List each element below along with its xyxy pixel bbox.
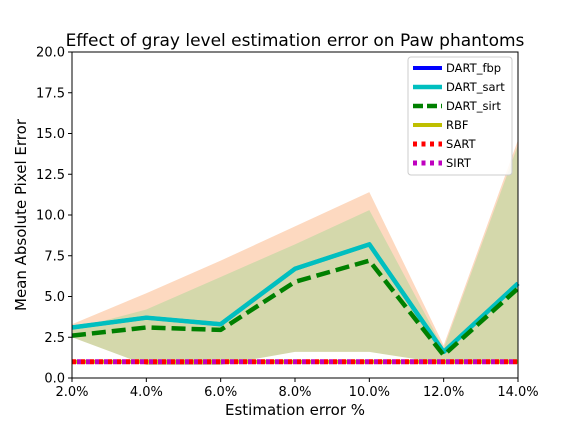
- y-axis: 0.0 2.5 5.0 7.5 10.0 12.5 15.0 17.5 20.0: [36, 46, 72, 387]
- x-tick-label: 2.0%: [55, 385, 88, 400]
- x-axis-label: Estimation error %: [225, 401, 365, 419]
- legend-label-dart-sirt: DART_sirt: [446, 99, 501, 113]
- x-tick-label: 8.0%: [278, 385, 311, 400]
- legend-label-sirt: SIRT: [446, 156, 472, 170]
- legend-label-sart: SART: [446, 137, 477, 151]
- x-tick-label: 14.0%: [497, 385, 538, 400]
- legend-label-dart-fbp: DART_fbp: [446, 61, 501, 75]
- x-tick-label: 4.0%: [130, 385, 163, 400]
- chart-title: Effect of gray level estimation error on…: [66, 31, 525, 51]
- y-tick-label: 10.0: [36, 209, 65, 224]
- y-tick-label: 2.5: [44, 331, 65, 346]
- y-tick-label: 7.5: [44, 249, 65, 264]
- y-tick-label: 15.0: [36, 127, 65, 142]
- y-tick-label: 20.0: [36, 46, 65, 61]
- y-tick-label: 12.5: [36, 168, 65, 183]
- x-tick-label: 12.0%: [423, 385, 464, 400]
- y-tick-label: 0.0: [44, 372, 65, 387]
- x-tick-label: 10.0%: [349, 385, 390, 400]
- legend-label-rbf: RBF: [446, 118, 469, 132]
- lines-layer: [71, 242, 520, 365]
- x-tick-label: 6.0%: [204, 385, 237, 400]
- y-tick-label: 5.0: [44, 290, 65, 305]
- y-tick-label: 17.5: [36, 86, 65, 101]
- legend: DART_fbp DART_sart DART_sirt RBF SART SIRT: [407, 56, 513, 176]
- band-dart-sirt-range: [72, 144, 518, 365]
- legend-label-dart-sart: DART_sart: [446, 80, 505, 94]
- x-axis: 2.0% 4.0% 6.0% 8.0% 10.0% 12.0% 14.0%: [55, 378, 539, 400]
- y-axis-label: Mean Absolute Pixel Error: [12, 118, 30, 311]
